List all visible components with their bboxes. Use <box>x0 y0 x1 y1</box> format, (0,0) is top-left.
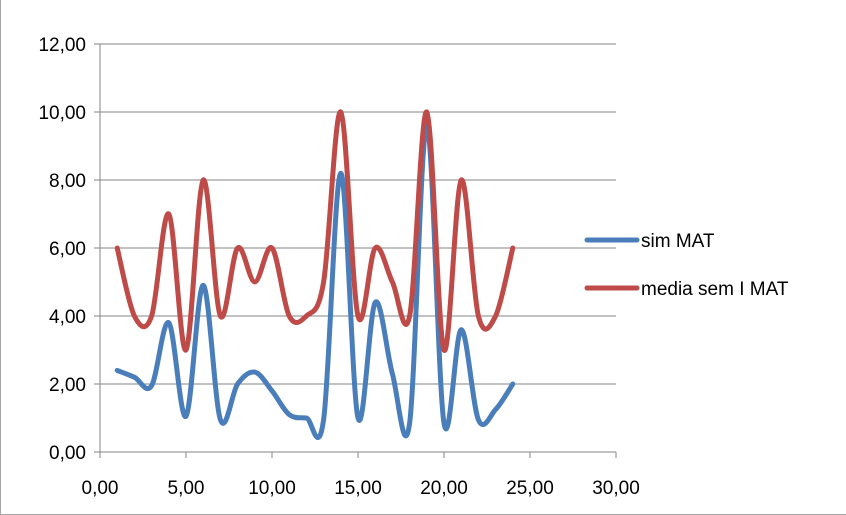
x-tick-label: 25,00 <box>506 478 554 499</box>
y-tick-label: 4,00 <box>49 307 86 328</box>
y-tick-label: 0,00 <box>49 443 86 464</box>
x-tick-labels: 0,00 5,00 10,00 15,00 20,00 25,00 30,00 <box>82 478 640 499</box>
y-tick-label: 10,00 <box>38 103 86 124</box>
series-line-sim-mat <box>114 123 516 440</box>
series-lines <box>114 109 516 440</box>
x-tick-label: 10,00 <box>248 478 296 499</box>
x-tick-label: 30,00 <box>592 478 640 499</box>
x-tick-label: 20,00 <box>420 478 468 499</box>
x-tick-label: 0,00 <box>82 478 119 499</box>
legend-label-media-sem-i-mat: media sem I MAT <box>641 279 789 300</box>
x-tick-label: 15,00 <box>334 478 382 499</box>
legend-label-sim-mat: sim MAT <box>641 231 715 252</box>
y-tick-label: 6,00 <box>49 239 86 260</box>
gridlines <box>100 43 616 385</box>
y-tick-label: 12,00 <box>38 35 86 56</box>
axes <box>94 43 617 458</box>
y-tick-labels: 0,00 2,00 4,00 6,00 8,00 10,00 12,00 <box>38 35 86 464</box>
y-tick-label: 2,00 <box>49 375 86 396</box>
x-tick-label: 5,00 <box>168 478 205 499</box>
series-line-media-sem-i-mat <box>114 109 516 353</box>
legend: sim MAT media sem I MAT <box>584 231 789 300</box>
y-tick-label: 8,00 <box>49 171 86 192</box>
